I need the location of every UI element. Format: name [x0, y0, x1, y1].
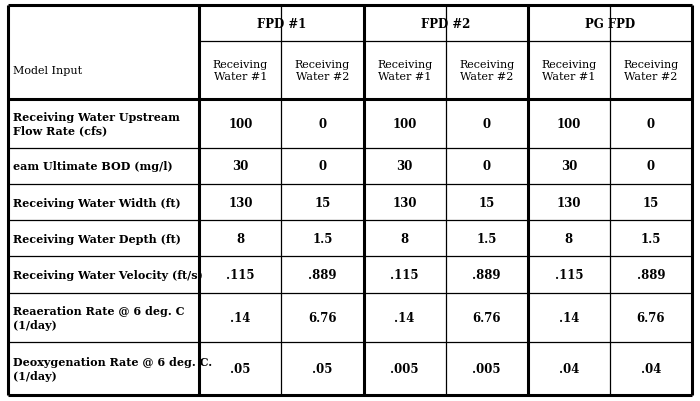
Text: 100: 100	[228, 117, 253, 130]
Text: .005: .005	[391, 362, 419, 375]
Text: .889: .889	[308, 268, 337, 282]
Text: Receiving
Water #1: Receiving Water #1	[377, 60, 432, 82]
Text: Receiving
Water #1: Receiving Water #1	[541, 60, 596, 82]
Text: 30: 30	[396, 160, 413, 173]
Text: 8: 8	[237, 232, 244, 245]
Text: Deoxygenation Rate @ 6 deg. C.
(1/day): Deoxygenation Rate @ 6 deg. C. (1/day)	[13, 356, 212, 381]
Text: Receiving
Water #2: Receiving Water #2	[295, 60, 350, 82]
Text: .05: .05	[312, 362, 332, 375]
Text: 130: 130	[228, 196, 253, 209]
Text: .115: .115	[554, 268, 583, 282]
Text: PG FPD: PG FPD	[584, 18, 635, 30]
Text: 0: 0	[483, 160, 491, 173]
Text: 6.76: 6.76	[473, 311, 501, 324]
Text: 1.5: 1.5	[477, 232, 497, 245]
Text: 8: 8	[400, 232, 409, 245]
Text: .005: .005	[473, 362, 501, 375]
Text: 15: 15	[314, 196, 330, 209]
Text: Receiving Water Upstream
Flow Rate (cfs): Receiving Water Upstream Flow Rate (cfs)	[13, 111, 180, 136]
Text: .14: .14	[230, 311, 251, 324]
Text: 0: 0	[647, 160, 655, 173]
Text: .04: .04	[559, 362, 579, 375]
Text: 100: 100	[556, 117, 581, 130]
Text: 0: 0	[318, 160, 327, 173]
Text: .889: .889	[637, 268, 665, 282]
Text: 8: 8	[565, 232, 573, 245]
Text: 0: 0	[647, 117, 655, 130]
Text: Receiving Water Velocity (ft/s): Receiving Water Velocity (ft/s)	[13, 269, 203, 280]
Text: Receiving
Water #2: Receiving Water #2	[459, 60, 514, 82]
Text: 100: 100	[393, 117, 416, 130]
Text: FPD #1: FPD #1	[257, 18, 306, 30]
Text: Model Input: Model Input	[13, 66, 82, 76]
Text: .115: .115	[226, 268, 255, 282]
Text: Receiving Water Width (ft): Receiving Water Width (ft)	[13, 197, 181, 208]
Text: Receiving
Water #1: Receiving Water #1	[213, 60, 268, 82]
Text: .14: .14	[559, 311, 579, 324]
Text: .889: .889	[473, 268, 501, 282]
Text: 15: 15	[643, 196, 659, 209]
Text: 15: 15	[479, 196, 495, 209]
Text: 1.5: 1.5	[640, 232, 661, 245]
Text: 0: 0	[483, 117, 491, 130]
Text: 130: 130	[556, 196, 581, 209]
Text: 130: 130	[393, 196, 417, 209]
Text: .04: .04	[640, 362, 661, 375]
Text: Reaeration Rate @ 6 deg. C
(1/day): Reaeration Rate @ 6 deg. C (1/day)	[13, 305, 185, 330]
Text: eam Ultimate BOD (mg/l): eam Ultimate BOD (mg/l)	[13, 161, 173, 172]
Text: 6.76: 6.76	[637, 311, 665, 324]
Text: .14: .14	[394, 311, 415, 324]
Text: .115: .115	[391, 268, 419, 282]
Text: Receiving Water Depth (ft): Receiving Water Depth (ft)	[13, 233, 181, 244]
Text: Receiving
Water #2: Receiving Water #2	[623, 60, 678, 82]
Text: 6.76: 6.76	[308, 311, 337, 324]
Text: 1.5: 1.5	[312, 232, 332, 245]
Text: .05: .05	[230, 362, 251, 375]
Text: FPD #2: FPD #2	[421, 18, 470, 30]
Text: 30: 30	[232, 160, 248, 173]
Text: 0: 0	[318, 117, 327, 130]
Text: 30: 30	[561, 160, 577, 173]
